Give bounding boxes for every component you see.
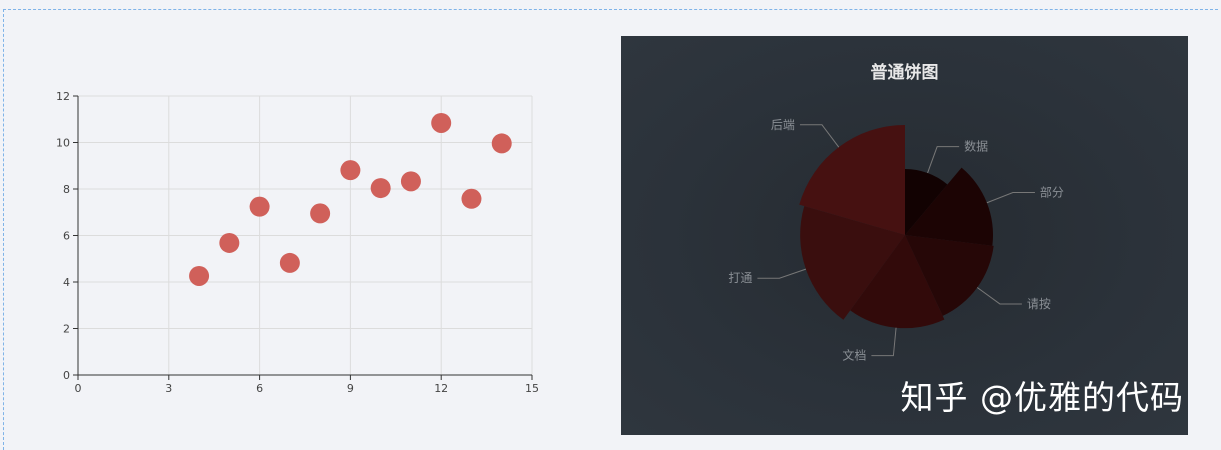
pie-slice	[850, 235, 945, 329]
x-tick-label: 9	[347, 382, 354, 395]
y-tick-label: 2	[63, 323, 70, 336]
x-tick-label: 15	[525, 382, 539, 395]
watermark: 知乎 @优雅的代码	[900, 378, 1184, 417]
pie-label: 文档	[842, 348, 866, 363]
pie-slice	[800, 206, 905, 320]
pie-slice	[905, 169, 948, 235]
pie-label: 数据	[964, 139, 988, 154]
scatter-point	[370, 178, 391, 199]
pie-slice	[905, 167, 993, 246]
pie-slice	[905, 235, 994, 316]
scatter-point	[461, 188, 482, 209]
page-frame	[3, 9, 1218, 450]
pie-label-line	[799, 124, 840, 148]
pie-label: 后端	[771, 118, 795, 132]
scatter-point	[340, 160, 361, 181]
scatter-point	[431, 112, 452, 133]
pie-label-line	[927, 146, 960, 174]
scatter-point	[400, 171, 421, 192]
scatter-point	[249, 196, 270, 217]
y-tick-label: 6	[63, 230, 70, 243]
y-tick-label: 4	[63, 276, 70, 289]
pie-label: 请按	[1027, 297, 1051, 311]
scatter-chart: 0 3 6 9 12 15 0 2 4 6 8 10 12	[56, 90, 539, 395]
x-tick-label: 3	[165, 382, 172, 395]
scatter-point	[491, 133, 512, 154]
pie-label-line	[871, 327, 897, 357]
scatter-point	[310, 203, 331, 224]
pie-label: 打通	[728, 271, 752, 285]
pie-slice	[799, 125, 905, 235]
pie-label-line	[976, 287, 1022, 305]
y-tick-label: 0	[63, 369, 70, 382]
pie-label-line	[757, 268, 807, 279]
scatter-point	[219, 232, 240, 253]
y-tick-label: 12	[56, 90, 70, 103]
x-tick-label: 0	[75, 382, 82, 395]
scatter-point	[279, 252, 300, 273]
x-tick-label: 12	[434, 382, 448, 395]
pie-label: 部分	[1040, 184, 1064, 199]
pie-label-line	[986, 191, 1035, 204]
x-tick-label: 6	[256, 382, 263, 395]
pie-chart-panel: 普通饼图 数据部分请按文档 打通 后端 知乎 @优雅的代码	[621, 36, 1188, 435]
y-tick-label: 10	[56, 137, 70, 150]
pie-title: 普通饼图	[870, 63, 939, 83]
y-tick-label: 8	[63, 183, 70, 196]
scatter-point	[189, 265, 210, 286]
